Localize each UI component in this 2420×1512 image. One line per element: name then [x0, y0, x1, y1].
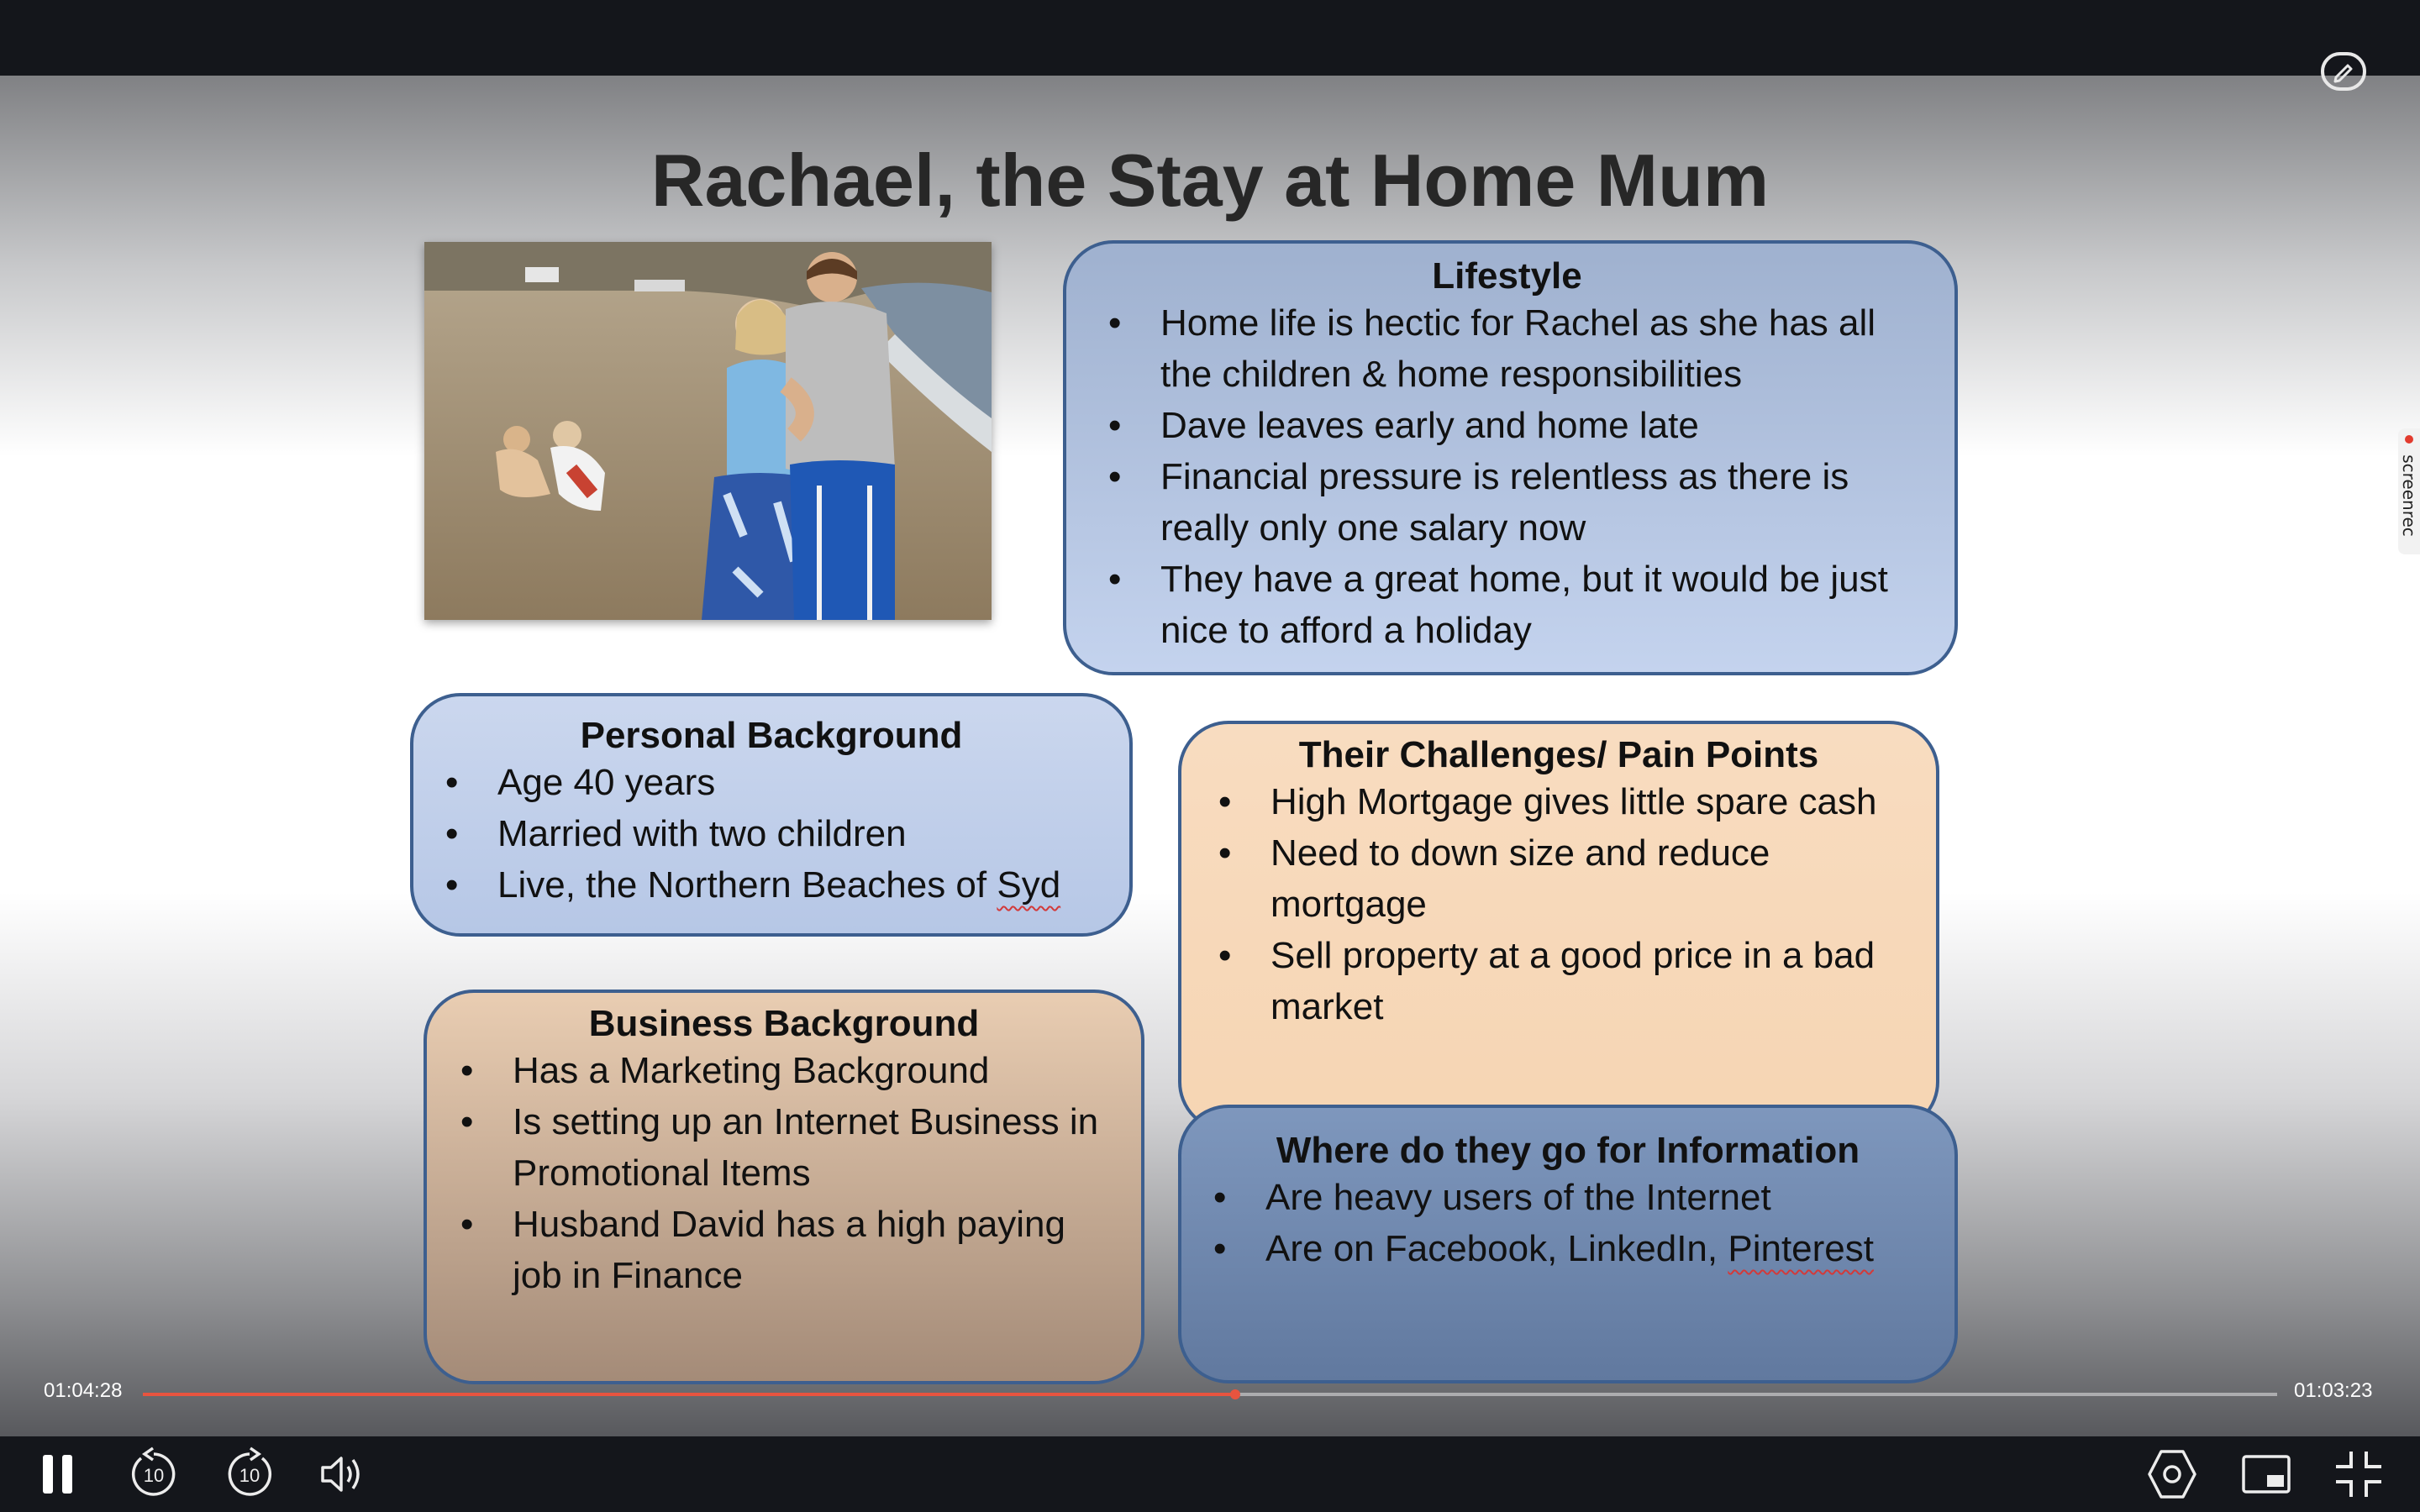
progress-fill — [143, 1393, 1236, 1396]
list-item: Husband David has a high paying job in F… — [460, 1199, 1107, 1301]
volume-icon — [321, 1457, 360, 1492]
list-item: They have a great home, but it would be … — [1108, 554, 1921, 656]
rewind-10-icon: 10 — [131, 1446, 176, 1496]
top-bar — [0, 0, 2420, 76]
control-bar: 10 10 — [0, 1436, 2420, 1512]
video-controls: 01:04:28 01:03:23 10 10 — [0, 1378, 2420, 1512]
business-background-list: Has a Marketing Background Is setting up… — [460, 1045, 1107, 1301]
record-dot-icon — [2405, 435, 2413, 444]
forward-10-label: 10 — [239, 1465, 260, 1486]
forward-10-button[interactable]: 10 — [220, 1445, 279, 1504]
personal-background-heading: Personal Background — [580, 715, 963, 756]
lifestyle-heading: Lifestyle — [1432, 255, 1582, 297]
list-item-text: Live, the Northern Beaches of — [497, 864, 997, 906]
list-item: Dave leaves early and home late — [1108, 400, 1921, 451]
list-item: Financial pressure is relentless as ther… — [1108, 451, 1921, 554]
list-item: Sell property at a good price in a bad m… — [1218, 930, 1902, 1032]
information-sources-list: Are heavy users of the Internet Are on F… — [1213, 1172, 1921, 1274]
volume-button[interactable] — [313, 1445, 371, 1504]
remaining-time: 01:03:23 — [2294, 1379, 2373, 1402]
list-item: Need to down size and reduce mortgage — [1218, 827, 1902, 930]
misspelled-word: Syd — [997, 864, 1061, 906]
business-background-box: Business Background Has a Marketing Back… — [424, 990, 1144, 1384]
challenges-list: High Mortgage gives little spare cash Ne… — [1218, 776, 1902, 1032]
rewind-10-button[interactable]: 10 — [124, 1445, 183, 1504]
list-item: Married with two children — [445, 808, 1096, 859]
pause-button[interactable] — [30, 1445, 89, 1504]
settings-button[interactable] — [2143, 1445, 2202, 1504]
personal-background-box: Personal Background Age 40 years Married… — [410, 693, 1133, 937]
challenges-box: Their Challenges/ Pain Points High Mortg… — [1178, 721, 1939, 1132]
settings-icon — [2148, 1450, 2196, 1499]
list-item: Is setting up an Internet Business in Pr… — [460, 1096, 1107, 1199]
annotate-button[interactable] — [2321, 52, 2366, 91]
elapsed-time: 01:04:28 — [44, 1379, 123, 1402]
picture-in-picture-icon — [2242, 1455, 2291, 1494]
slide-title: Rachael, the Stay at Home Mum — [650, 139, 1770, 222]
challenges-heading: Their Challenges/ Pain Points — [1298, 734, 1819, 775]
list-item: Has a Marketing Background — [460, 1045, 1107, 1096]
misspelled-word: Pinterest — [1728, 1228, 1874, 1269]
watermark-text: screenrec — [2399, 454, 2419, 537]
presentation-slide: Rachael, the Stay at Home Mum — [0, 76, 2420, 1436]
forward-10-icon: 10 — [228, 1446, 272, 1496]
list-item: High Mortgage gives little spare cash — [1218, 776, 1902, 827]
business-background-heading: Business Background — [588, 1003, 980, 1044]
information-sources-box: Where do they go for Information Are hea… — [1178, 1105, 1958, 1383]
information-sources-heading: Where do they go for Information — [1276, 1130, 1860, 1171]
list-item: Home life is hectic for Rachel as she ha… — [1108, 297, 1921, 400]
lifestyle-list: Home life is hectic for Rachel as she ha… — [1108, 297, 1921, 656]
progress-scrubber[interactable] — [1230, 1389, 1241, 1399]
personal-background-list: Age 40 years Married with two children L… — [445, 757, 1096, 911]
pause-icon — [43, 1455, 72, 1494]
family-beach-photo — [424, 242, 992, 620]
picture-in-picture-button[interactable] — [2237, 1445, 2296, 1504]
annotate-icon — [2333, 64, 2353, 83]
exit-fullscreen-button[interactable] — [2329, 1445, 2388, 1504]
list-item: Are heavy users of the Internet — [1213, 1172, 1921, 1223]
list-item: Are on Facebook, LinkedIn, Pinterest — [1213, 1223, 1921, 1274]
screenrec-watermark: screenrec — [2398, 428, 2420, 554]
lifestyle-box: Lifestyle Home life is hectic for Rachel… — [1063, 240, 1958, 675]
rewind-10-label: 10 — [144, 1465, 164, 1486]
list-item-text: Are on Facebook, LinkedIn, — [1265, 1228, 1728, 1269]
list-item: Live, the Northern Beaches of Syd — [445, 859, 1096, 911]
list-item: Age 40 years — [445, 757, 1096, 808]
exit-fullscreen-icon — [2336, 1452, 2381, 1497]
progress-bar[interactable] — [143, 1389, 2277, 1399]
